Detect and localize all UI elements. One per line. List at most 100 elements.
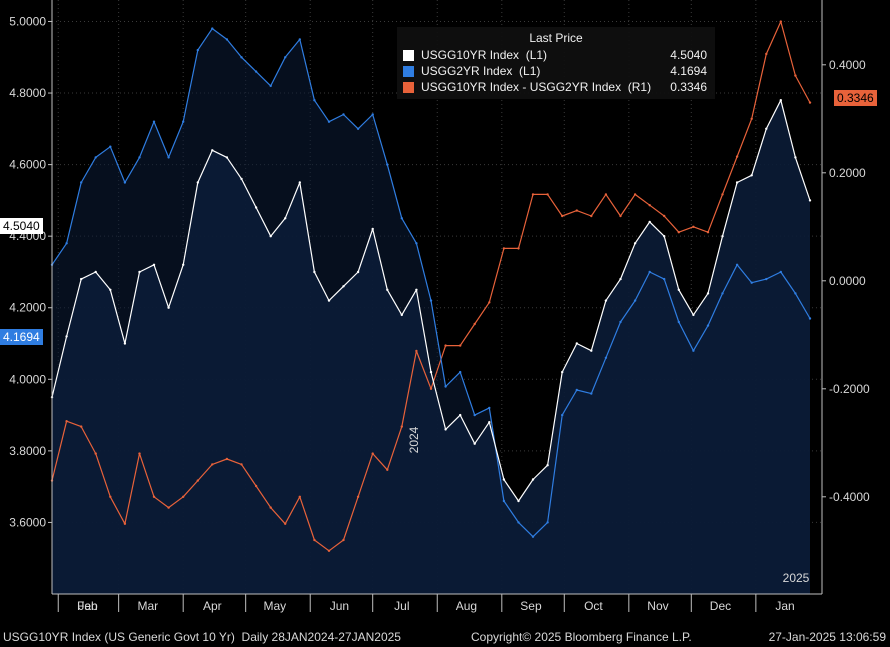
data-point — [765, 127, 768, 130]
data-point — [371, 113, 374, 116]
data-point — [794, 156, 797, 159]
x-tick-label: Oct — [584, 599, 603, 613]
data-point — [721, 193, 724, 196]
data-point — [240, 56, 243, 59]
data-point — [590, 214, 593, 218]
data-point — [677, 231, 680, 234]
data-point — [721, 292, 724, 295]
data-point — [459, 413, 462, 417]
data-point — [765, 277, 768, 281]
data-point — [109, 495, 112, 498]
data-point — [444, 344, 447, 347]
data-point — [808, 101, 812, 104]
data-point — [517, 499, 520, 503]
data-point — [80, 181, 83, 184]
data-point — [473, 413, 476, 417]
data-point — [444, 428, 447, 431]
data-point — [648, 204, 651, 207]
footer-timestamp: 27-Jan-2025 13:06:59 — [768, 630, 886, 644]
data-point — [298, 181, 301, 184]
data-point — [313, 270, 316, 274]
data-point — [356, 127, 360, 130]
right-tick-label: -0.4000 — [829, 490, 870, 504]
data-point — [80, 277, 83, 281]
data-point — [386, 163, 389, 166]
data-point — [633, 242, 637, 245]
data-point — [152, 495, 156, 498]
data-point — [648, 270, 651, 274]
data-point — [196, 48, 199, 52]
data-point — [386, 288, 389, 291]
data-point — [735, 155, 739, 158]
data-point — [488, 421, 491, 424]
legend-row-10yr: USGG10YR Index (L1) 4.5040 — [401, 47, 711, 63]
data-point — [152, 263, 156, 266]
data-point — [313, 99, 316, 102]
data-point — [298, 38, 301, 41]
data-point — [240, 463, 243, 466]
right-tick-label: 0.0000 — [829, 274, 866, 288]
data-point — [400, 313, 403, 317]
data-point — [80, 425, 83, 428]
data-point — [808, 317, 812, 320]
x-tick-label: Dec — [710, 599, 731, 613]
x-tick-label: Jun — [330, 599, 349, 613]
data-point — [663, 277, 666, 281]
data-point — [575, 342, 578, 345]
right-badge-spread: 0.3346 — [834, 90, 877, 106]
data-point — [211, 149, 214, 152]
legend-value-2yr: 4.1694 — [670, 64, 707, 78]
data-point — [502, 247, 506, 250]
data-point — [167, 306, 170, 309]
data-point — [429, 370, 433, 374]
data-point — [604, 356, 608, 359]
data-point — [429, 387, 433, 390]
data-point — [604, 299, 608, 302]
data-point — [123, 181, 127, 184]
data-point — [254, 484, 258, 488]
data-point — [284, 56, 287, 59]
x-tick-label: Mar — [137, 599, 158, 613]
data-point — [575, 388, 578, 392]
data-point — [196, 181, 199, 184]
data-point — [663, 235, 666, 238]
legend-name-spread: USGG10YR Index - USGG2YR Index (R1) — [421, 80, 652, 94]
area-10yr — [52, 100, 810, 594]
left-axis-ticks: 3.60003.80004.00004.20004.40004.60004.80… — [9, 14, 52, 529]
x-tick-label: Jul — [394, 599, 409, 613]
data-point — [735, 263, 739, 266]
data-point — [517, 521, 520, 524]
data-point — [561, 370, 564, 374]
left-badge-10yr: 4.5040 — [0, 218, 43, 234]
legend-name-2yr: USGG2YR Index (L1) — [421, 64, 541, 78]
data-point — [123, 522, 127, 525]
right-tick-label: -0.2000 — [829, 382, 870, 396]
left-tick-label: 4.6000 — [9, 158, 46, 172]
data-point — [604, 193, 608, 196]
data-point — [182, 120, 185, 123]
data-point — [808, 199, 812, 202]
data-point — [779, 99, 782, 102]
left-tick-label: 4.2000 — [9, 301, 46, 315]
data-point — [138, 452, 141, 455]
data-point — [269, 84, 272, 88]
data-point — [342, 113, 345, 116]
right-axis-ticks: -0.4000 -0.2000 0.0000 0.2000 0.4000 — [822, 58, 870, 504]
data-point — [196, 479, 199, 482]
data-point — [692, 313, 695, 317]
data-point — [677, 320, 680, 324]
data-point — [225, 156, 229, 159]
data-point — [313, 538, 316, 542]
data-point — [284, 217, 287, 220]
data-point — [502, 499, 506, 503]
footer-ticker-info: USGG10YR Index (US Generic Govt 10 Yr) D… — [3, 630, 401, 644]
data-point — [415, 349, 418, 353]
data-point — [531, 535, 535, 538]
data-point — [721, 235, 724, 238]
footer-copyright: Copyright© 2025 Bloomberg Finance L.P. — [471, 630, 692, 644]
data-point — [254, 70, 258, 73]
legend-swatch-10yr — [403, 50, 414, 61]
data-point — [546, 521, 549, 524]
data-point — [735, 181, 739, 184]
